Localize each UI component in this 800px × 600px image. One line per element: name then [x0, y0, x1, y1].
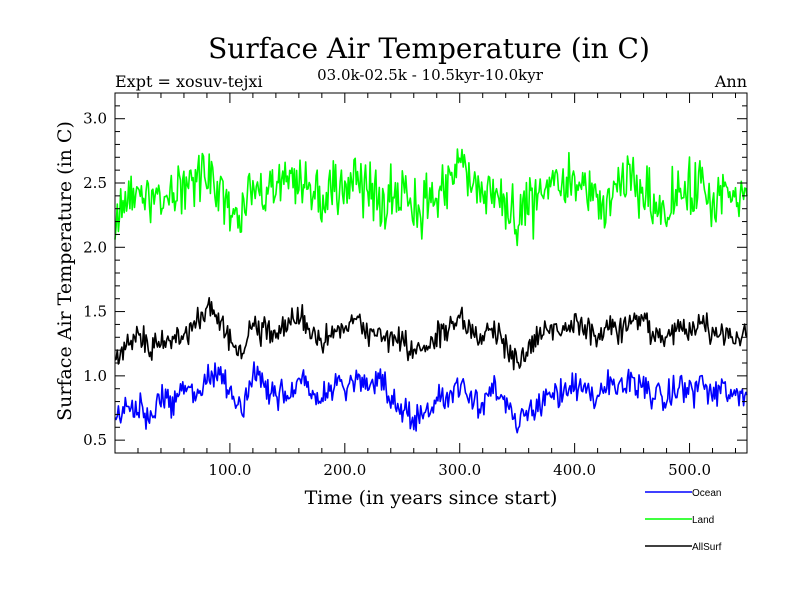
y-tick-label: 2.0	[83, 238, 107, 256]
x-tick-label: 300.0	[438, 461, 481, 479]
y-tick-label: 1.5	[83, 303, 107, 321]
chart-subtitle: 03.0k-02.5k - 10.5kyr-10.0kyr	[317, 66, 544, 84]
legend-label-land: Land	[692, 515, 714, 526]
period-label: Ann	[714, 72, 747, 91]
y-tick-label: 3.0	[83, 110, 107, 128]
axes-layer: 100.0 200.0 300.0 400.0 500.0 0.5 1.0 1.5 2.0 2.5…	[83, 93, 747, 479]
legend-label-ocean: Ocean	[692, 488, 721, 499]
legend: Ocean Land AllSurf	[645, 488, 722, 553]
experiment-label: Expt = xosuv-tejxi	[115, 72, 263, 91]
x-tick-label: 200.0	[323, 461, 366, 479]
x-tick-label: 400.0	[553, 461, 596, 479]
y-tick-label: 2.5	[83, 174, 107, 192]
x-tick-label: 100.0	[208, 461, 251, 479]
chart-title: Surface Air Temperature (in C)	[208, 32, 650, 65]
x-tick-label: 500.0	[668, 461, 711, 479]
series-line-land	[114, 148, 748, 247]
y-axis-label: Surface Air Temperature (in C)	[54, 121, 76, 421]
y-tick-label: 1.0	[83, 367, 107, 385]
x-axis-label: Time (in years since start)	[305, 487, 558, 509]
plot-frame	[114, 92, 748, 454]
y-tick-label: 0.5	[83, 431, 107, 449]
legend-label-allsurf: AllSurf	[692, 542, 722, 553]
series-line-ocean	[114, 361, 748, 434]
series-layer	[114, 148, 748, 434]
series-line-allsurf	[114, 296, 748, 371]
